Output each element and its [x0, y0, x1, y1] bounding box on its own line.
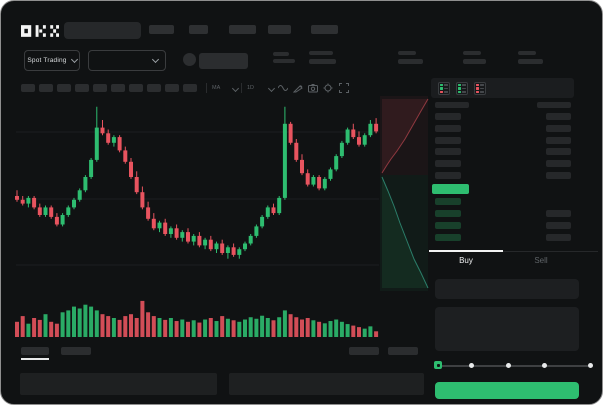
timeframe-button[interactable] — [129, 84, 143, 92]
stat-value-placeholder — [518, 59, 543, 64]
bottom-tab-orders[interactable] — [21, 347, 49, 355]
stat-value-placeholder — [398, 59, 423, 64]
price-change-placeholder — [273, 59, 295, 63]
bid-price-placeholder[interactable] — [435, 234, 461, 241]
chevron-down-icon — [70, 55, 78, 64]
ask-amount-placeholder — [546, 136, 571, 144]
toolbar-divider — [206, 83, 207, 93]
search-input[interactable] — [64, 22, 141, 39]
amount-slider-track[interactable] — [438, 365, 588, 367]
ask-amount-placeholder — [546, 160, 571, 168]
camera-icon[interactable] — [308, 83, 318, 93]
timeframe-button[interactable] — [165, 84, 179, 92]
ask-amount-placeholder — [546, 124, 571, 132]
tab-sell[interactable]: Sell — [534, 256, 548, 265]
bottom-tab-history[interactable] — [61, 347, 91, 355]
bottom-action-1[interactable] — [349, 347, 379, 355]
asset-icon — [183, 53, 196, 66]
bid-amount-placeholder — [546, 210, 571, 217]
bid-amount-placeholder — [546, 222, 571, 229]
ask-amount-placeholder — [546, 172, 571, 179]
timeframe-button[interactable] — [75, 84, 89, 92]
amount-input[interactable] — [435, 307, 579, 351]
timeframe-button[interactable] — [39, 84, 53, 92]
timeframe-button[interactable] — [57, 84, 71, 92]
timeframe-button[interactable] — [183, 84, 197, 92]
nav-item-placeholder[interactable] — [268, 25, 291, 34]
ask-price-placeholder[interactable] — [435, 136, 461, 144]
indicator-dropdown-ma[interactable]: MA — [212, 85, 221, 91]
ask-price-placeholder[interactable] — [435, 113, 461, 120]
stat-value-placeholder — [463, 59, 486, 64]
nav-item-placeholder[interactable] — [311, 25, 338, 34]
timeframe-button[interactable] — [21, 84, 35, 92]
pencil-draw-icon[interactable] — [293, 83, 303, 93]
bid-price-placeholder[interactable] — [435, 222, 461, 229]
toolbar-divider — [241, 83, 242, 93]
stat-label-placeholder — [518, 51, 536, 55]
orderbook-view-bids-icon[interactable] — [456, 82, 468, 95]
ask-price-placeholder[interactable] — [435, 172, 461, 179]
wave-indicator-icon[interactable] — [278, 83, 288, 93]
chevron-down-icon[interactable] — [267, 84, 276, 93]
nav-item-placeholder[interactable] — [149, 25, 174, 34]
trading-mode-dropdown[interactable]: Spot Trading — [24, 50, 80, 71]
nav-item-placeholder[interactable] — [189, 25, 208, 34]
price-input[interactable] — [435, 279, 579, 299]
bid-amount-placeholder — [546, 234, 571, 241]
orderbook-col-header-price — [435, 102, 469, 108]
last-price-placeholder — [273, 52, 289, 56]
amount-slider-handle[interactable] — [434, 361, 442, 369]
stat-label-placeholder — [463, 51, 481, 55]
orderbook-col-header-amount — [537, 102, 571, 108]
okx-logo — [21, 25, 59, 37]
orders-panel-left — [20, 373, 217, 395]
timeframe-button[interactable] — [111, 84, 125, 92]
pair-selector-dropdown[interactable] — [88, 50, 166, 71]
slider-stop-dot[interactable] — [506, 363, 511, 368]
chevron-down-icon[interactable] — [231, 84, 240, 93]
timeframe-button[interactable] — [147, 84, 161, 92]
ask-price-placeholder[interactable] — [435, 148, 461, 156]
buy-submit-button[interactable] — [435, 382, 579, 399]
ask-amount-placeholder — [546, 148, 571, 156]
orderbook-view-asks-icon[interactable] — [474, 82, 486, 95]
nav-item-placeholder[interactable] — [229, 25, 256, 34]
indicator-dropdown-interval[interactable]: 1D — [247, 85, 255, 91]
orderbook-toolbar-strip — [431, 78, 574, 98]
slider-stop-dot[interactable] — [588, 363, 593, 368]
stat-value-placeholder — [309, 59, 336, 64]
slider-stop-dot[interactable] — [469, 363, 474, 368]
chevron-down-icon — [151, 55, 160, 64]
bottom-action-2[interactable] — [388, 347, 418, 355]
bottom-tab-active-underline — [21, 358, 49, 360]
ask-price-placeholder[interactable] — [435, 124, 461, 132]
ask-price-placeholder[interactable] — [435, 160, 461, 168]
bid-price-placeholder[interactable] — [435, 198, 461, 205]
trading-mode-label: Spot Trading — [27, 57, 67, 64]
gear-settings-icon[interactable] — [323, 83, 333, 93]
trade-tabs-divider — [429, 251, 598, 252]
slider-stop-dot[interactable] — [542, 363, 547, 368]
pair-name-placeholder[interactable] — [199, 53, 248, 69]
stat-label-placeholder — [309, 51, 333, 55]
tab-buy-underline — [429, 250, 503, 252]
orderbook-last-price[interactable] — [432, 184, 469, 194]
tab-buy[interactable]: Buy — [459, 256, 473, 265]
orders-panel-right — [229, 373, 424, 395]
ask-amount-placeholder — [546, 113, 571, 120]
timeframe-button[interactable] — [93, 84, 107, 92]
bid-price-placeholder[interactable] — [435, 210, 461, 217]
stat-label-placeholder — [398, 51, 416, 55]
fullscreen-expand-icon[interactable] — [339, 83, 349, 93]
orderbook-view-combined-icon[interactable] — [438, 82, 450, 95]
